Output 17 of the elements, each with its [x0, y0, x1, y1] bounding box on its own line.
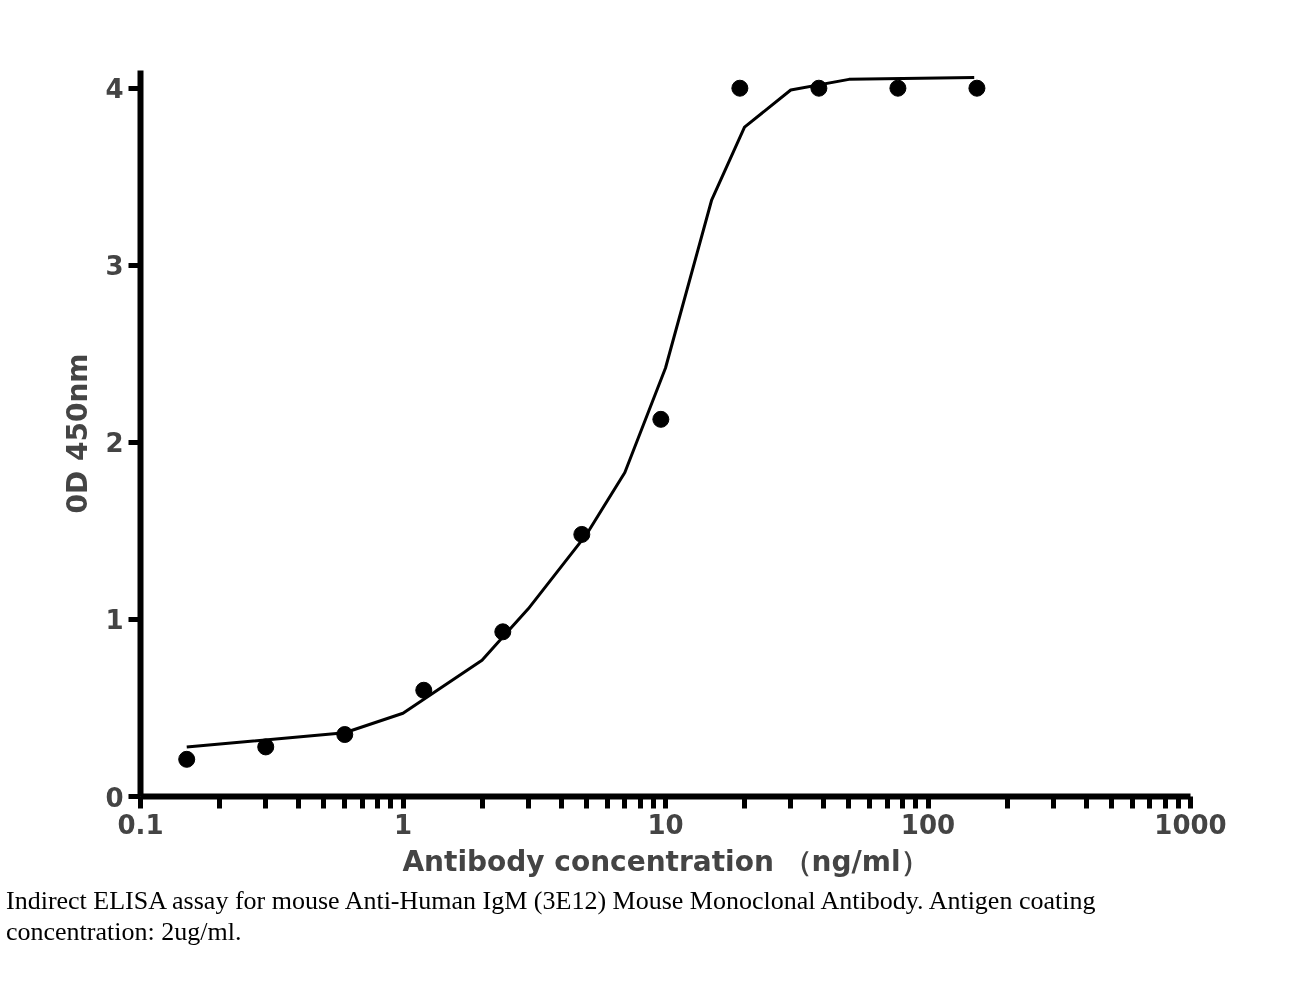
y-tick-label: 1 [105, 605, 124, 636]
x-tick-label: 100 [900, 809, 956, 840]
point [889, 79, 907, 97]
point [731, 79, 749, 97]
point [968, 79, 986, 97]
y-tick-label: 2 [105, 428, 124, 459]
x-tick-label: 1 [393, 809, 413, 840]
point [415, 681, 433, 699]
point [652, 410, 670, 428]
point [178, 750, 196, 768]
y-axis-title: 0D 450nm [61, 353, 95, 514]
x-axis-title: Antibody concentration （ng/ml） [402, 844, 929, 878]
text: Indirect ELISA assay for mouse Anti-Human IgM (3E12) Mouse Monoclonal Antibody. Antigen coating concentration: 2ug/ml. [6, 885, 1097, 948]
x-tick-label: 10 [647, 809, 684, 840]
y-tick-label: 4 [105, 74, 124, 105]
x-tick-label: 1000 [1154, 809, 1227, 840]
y-tick-label: 3 [105, 251, 124, 282]
